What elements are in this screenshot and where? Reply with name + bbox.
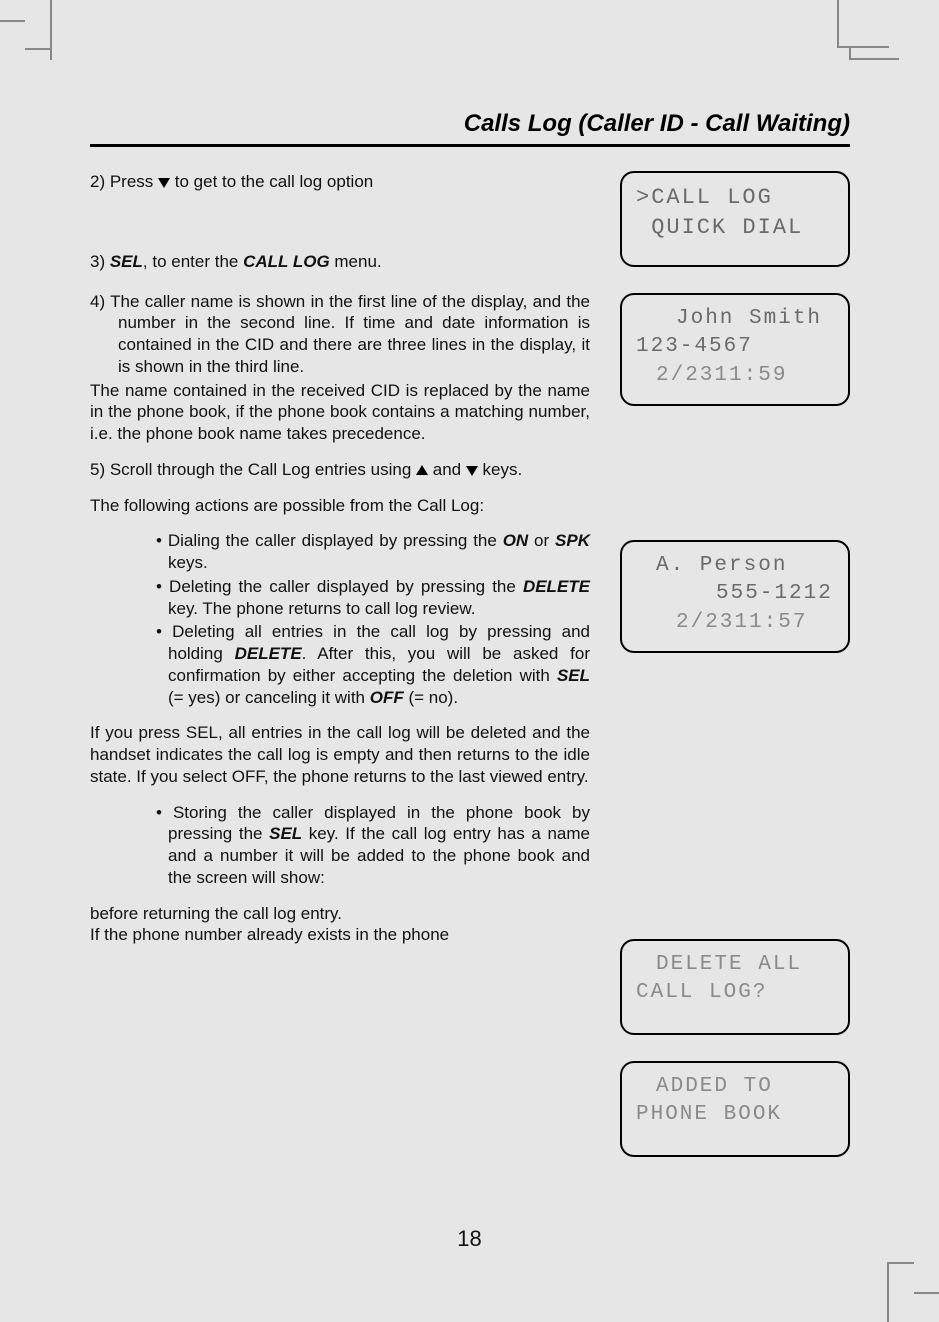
crop-mark-top-right: [849, 10, 899, 60]
page-number: 18: [0, 1226, 939, 1252]
action-list-1: Dialing the caller displayed by pressing…: [156, 530, 590, 708]
lcd-entry2-num: 555-1212: [636, 580, 834, 608]
step-2: 2) Press to get to the call log option: [90, 171, 590, 193]
lcd-entry1-ts: 2/2311:59: [636, 362, 834, 390]
instruction-column: 2) Press to get to the call log option 3…: [90, 171, 590, 1183]
lcd-delete-l2: CALL LOG?: [636, 979, 834, 1007]
lcd-entry-2: A. Person 555-1212 2/2311:57: [620, 540, 850, 653]
key-spk: SPK: [555, 531, 590, 550]
key-on: ON: [503, 531, 529, 550]
lcd-menu-line1: >CALL LOG: [636, 183, 834, 213]
key-sel-3: SEL: [269, 824, 302, 843]
up-arrow-icon: [416, 465, 428, 475]
lcd-menu-line2: QUICK DIAL: [636, 213, 834, 243]
action-dial: Dialing the caller displayed by pressing…: [156, 530, 590, 574]
key-call-log: CALL LOG: [243, 252, 330, 271]
crop-mark-top-left: [0, 0, 60, 60]
step-4: 4) The caller name is shown in the first…: [90, 291, 590, 378]
step-3-num: 3): [90, 252, 110, 271]
key-sel: SEL: [110, 252, 143, 271]
lcd-menu: >CALL LOG QUICK DIAL: [620, 171, 850, 267]
page-content: Calls Log (Caller ID - Call Waiting) 2) …: [90, 110, 850, 1183]
lcd-entry1-name: John Smith: [636, 305, 834, 333]
lcd-added-l2: PHONE BOOK: [636, 1101, 834, 1129]
down-arrow-icon: [158, 178, 170, 188]
tail-line-2: If the phone number already exists in th…: [90, 924, 590, 946]
action-list-2: Storing the caller displayed in the phon…: [156, 802, 590, 889]
lcd-entry2-ts: 2/2311:57: [636, 609, 834, 637]
step-5-post: keys.: [478, 460, 522, 479]
page-title: Calls Log (Caller ID - Call Waiting): [90, 110, 850, 147]
step-3-post: menu.: [330, 252, 382, 271]
key-off: OFF: [370, 688, 404, 707]
step-2-text-pre: 2) Press: [90, 172, 158, 191]
step-4-note: The name contained in the received CID i…: [90, 380, 590, 445]
tail-line-1: before returning the call log entry.: [90, 903, 590, 925]
crop-mark-bottom-right: [869, 1252, 939, 1322]
lcd-delete-l1: DELETE ALL: [636, 951, 834, 979]
action-delete-one: Deleting the caller displayed by pressin…: [156, 576, 590, 620]
step-5-pre: 5) Scroll through the Call Log entries u…: [90, 460, 416, 479]
step-3: 3) SEL, to enter the CALL LOG menu.: [90, 251, 590, 273]
lcd-delete-prompt: DELETE ALL CALL LOG?: [620, 939, 850, 1035]
step-5-mid: and: [428, 460, 466, 479]
step-5: 5) Scroll through the Call Log entries u…: [90, 459, 590, 481]
lcd-added-confirm: ADDED TO PHONE BOOK: [620, 1061, 850, 1157]
key-sel-2: SEL: [557, 666, 590, 685]
action-store: Storing the caller displayed in the phon…: [156, 802, 590, 889]
para-sel-result: If you press SEL, all entries in the cal…: [90, 722, 590, 787]
down-arrow-icon-2: [466, 466, 478, 476]
lcd-entry2-name: A. Person: [636, 552, 834, 580]
step-3-mid: , to enter the: [143, 252, 243, 271]
action-delete-all: Deleting all entries in the call log by …: [156, 621, 590, 708]
lcd-entry1-num: 123-4567: [636, 333, 834, 361]
actions-intro: The following actions are possible from …: [90, 495, 590, 517]
key-delete-2: DELETE: [235, 644, 302, 663]
key-delete: DELETE: [523, 577, 590, 596]
lcd-column: >CALL LOG QUICK DIAL John Smith 123-4567…: [620, 171, 850, 1183]
lcd-added-l1: ADDED TO: [636, 1073, 834, 1101]
lcd-entry-1: John Smith 123-4567 2/2311:59: [620, 293, 850, 406]
step-2-text-post: to get to the call log option: [170, 172, 373, 191]
